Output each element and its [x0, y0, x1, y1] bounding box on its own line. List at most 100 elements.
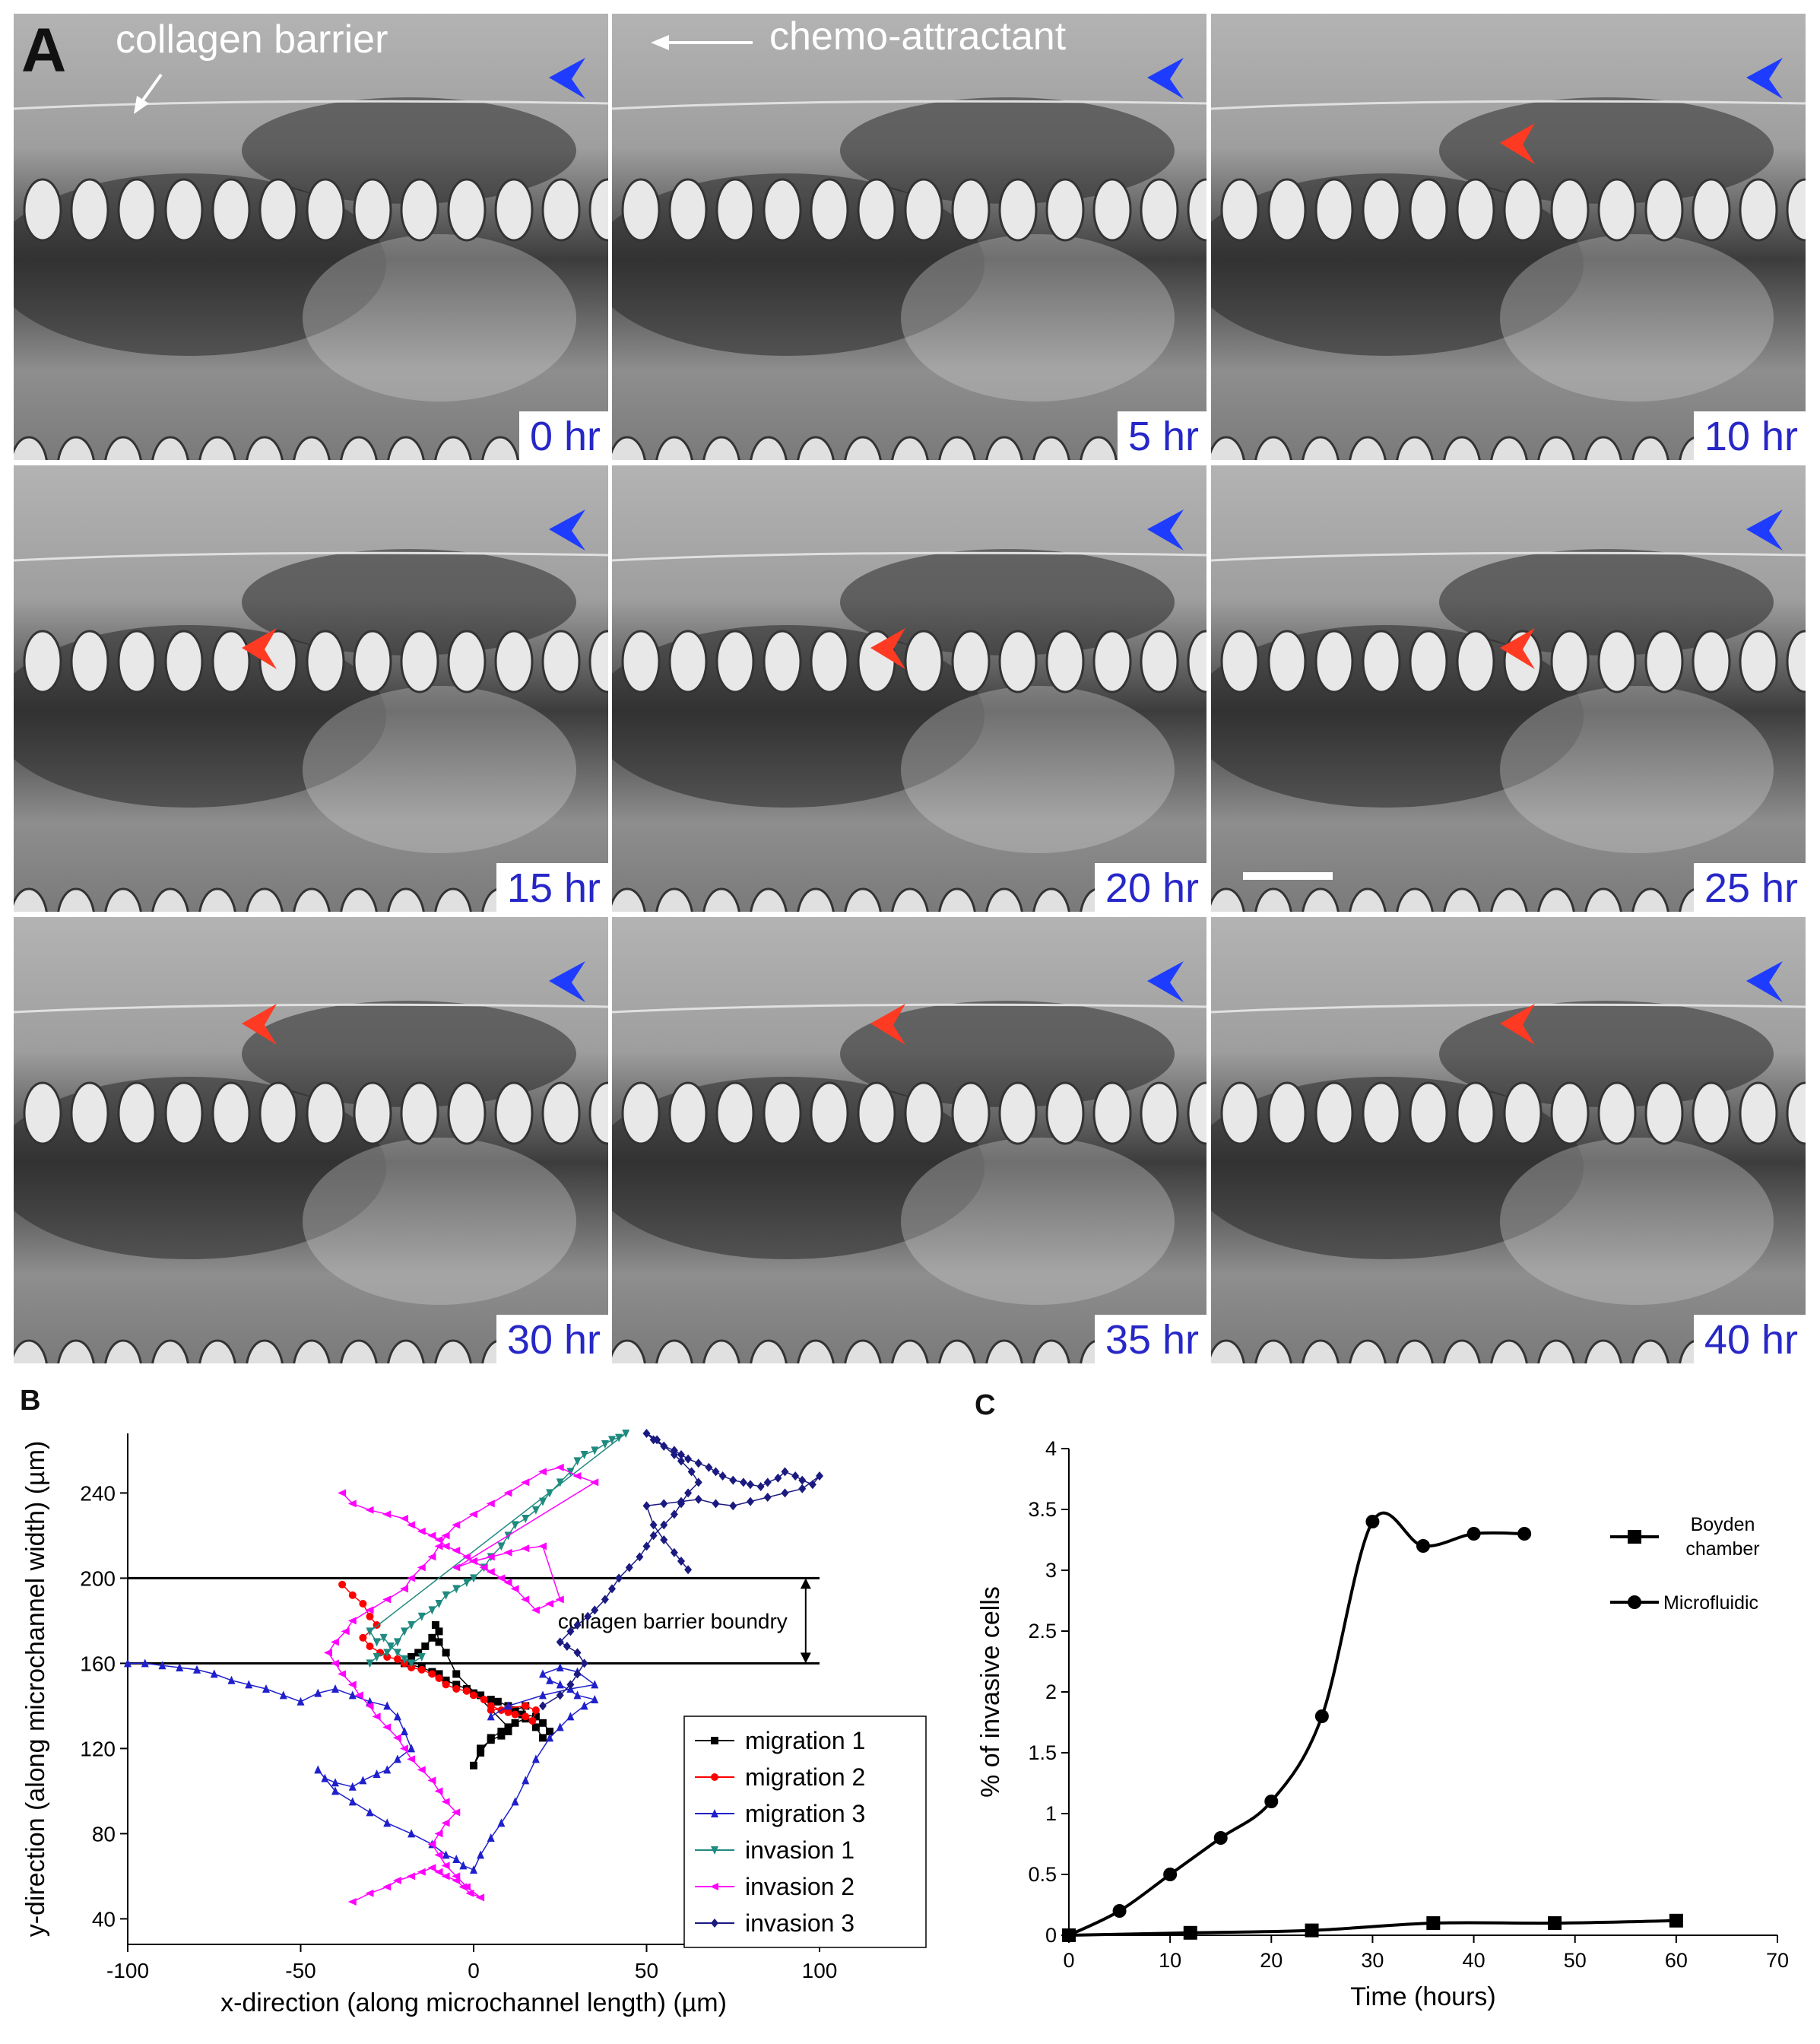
data-point [124, 1658, 132, 1668]
data-point [1548, 1916, 1562, 1930]
data-point [711, 1919, 718, 1928]
data-point [366, 1659, 374, 1668]
data-point [435, 1600, 443, 1608]
data-point [729, 1475, 737, 1485]
x-tick-label: -100 [106, 1959, 149, 1982]
data-point [366, 1627, 374, 1636]
data-point [566, 1627, 575, 1636]
data-point [539, 1719, 547, 1727]
data-point [347, 1898, 357, 1906]
data-point [480, 1696, 488, 1703]
data-point [1264, 1795, 1279, 1808]
data-point [1183, 1925, 1197, 1940]
label-arrows [134, 35, 753, 114]
data-point [1163, 1868, 1178, 1881]
data-point [434, 1868, 443, 1876]
data-point [503, 1579, 512, 1586]
series-line [328, 1467, 596, 1903]
time-label: 30 hr [496, 1315, 608, 1363]
data-point [354, 1691, 363, 1700]
data-point [417, 1653, 426, 1662]
data-point [417, 1766, 426, 1774]
legend-label: invasion 1 [745, 1836, 855, 1864]
data-point [401, 1627, 408, 1636]
blue-arrow [549, 509, 585, 551]
red-arrow [1500, 123, 1535, 164]
data-point [1062, 1928, 1076, 1942]
micrograph-image [1211, 917, 1806, 1363]
data-point [470, 1574, 477, 1583]
data-point [417, 1612, 426, 1621]
data-point [487, 1833, 495, 1842]
data-point [711, 1737, 718, 1744]
x-tick-label: 10 [1159, 1949, 1181, 1972]
data-point [649, 1520, 658, 1530]
data-point [493, 1697, 502, 1706]
data-point [511, 1710, 519, 1719]
y-tick-label: 1 [1045, 1802, 1057, 1825]
data-point [555, 1463, 564, 1471]
micrograph-frame: 10 hr [1211, 14, 1806, 460]
legend-label: Boyden [1691, 1514, 1755, 1535]
data-point [677, 1496, 685, 1506]
data-point [763, 1477, 772, 1487]
red-arrow [1500, 1004, 1535, 1045]
panel-c-letter: C [975, 1389, 996, 1421]
micrograph-frame: 0 hr [14, 14, 608, 460]
micrograph-frame: 30 hr [14, 917, 608, 1363]
y-tick-label: 200 [80, 1566, 116, 1590]
panel-a-letter: A [21, 16, 67, 85]
data-point [660, 1499, 668, 1509]
data-point [504, 1723, 512, 1731]
x-tick-label: 70 [1766, 1949, 1789, 1972]
y-tick-label: 1.5 [1028, 1741, 1057, 1764]
chemo-attractant-label: chemo-attractant [769, 14, 1067, 59]
data-point [442, 1591, 450, 1600]
y-tick-label: 40 [92, 1907, 116, 1931]
data-point [383, 1701, 392, 1710]
data-point [372, 1712, 381, 1721]
data-point [452, 1547, 461, 1554]
barrier-arrowhead [800, 1652, 811, 1664]
data-point [572, 1472, 582, 1480]
data-point [382, 1595, 392, 1604]
red-arrow [870, 628, 905, 669]
time-label: 40 hr [1693, 1315, 1806, 1363]
data-point [338, 1670, 347, 1678]
x-tick-label: -50 [285, 1959, 315, 1982]
micrograph-frame: 35 hr [612, 917, 1206, 1363]
data-point [442, 1676, 450, 1684]
blue-arrow [1746, 58, 1783, 99]
y-tick-label: 0 [1045, 1924, 1057, 1947]
blue-arrow [1147, 509, 1184, 551]
micrograph-frame: 20 hr [612, 465, 1206, 912]
blue-arrow [1746, 961, 1783, 1002]
micrograph-image [14, 465, 608, 912]
data-point [531, 1506, 540, 1515]
data-point [573, 1620, 582, 1630]
data-point [348, 1690, 357, 1700]
data-point [442, 1649, 450, 1657]
red-arrow [242, 1004, 277, 1045]
time-label: 20 hr [1094, 863, 1206, 912]
micrograph-image [1211, 14, 1806, 460]
data-point [580, 1701, 588, 1710]
y-axis-label: % of invasive cells [976, 1586, 1005, 1798]
data-point [608, 1584, 616, 1594]
data-point [452, 1681, 461, 1689]
data-point [393, 1638, 401, 1647]
data-point [407, 1574, 416, 1582]
data-point [545, 1600, 554, 1608]
data-point [469, 1510, 477, 1519]
data-point [262, 1684, 270, 1693]
data-point [359, 1600, 367, 1608]
x-tick-label: 60 [1665, 1949, 1688, 1972]
legend-label: migration 2 [745, 1763, 865, 1791]
data-point [477, 1850, 485, 1859]
y-tick-label: 2 [1045, 1681, 1057, 1703]
micrograph-frame: 5 hr [612, 14, 1206, 460]
data-point [314, 1688, 322, 1697]
data-point [1305, 1923, 1319, 1938]
x-tick-label: 50 [635, 1959, 658, 1982]
data-point [414, 1649, 423, 1657]
